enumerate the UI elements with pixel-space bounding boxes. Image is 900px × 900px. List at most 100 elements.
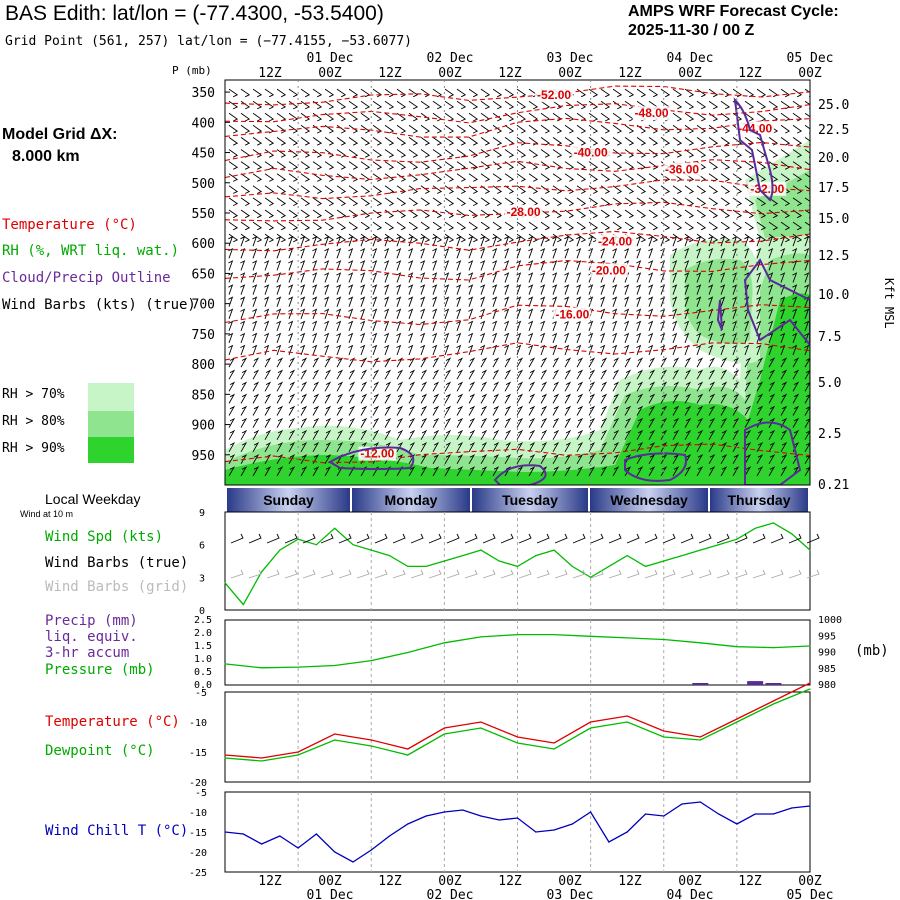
windchill-line-point <box>663 815 665 817</box>
wind-barb <box>696 357 704 368</box>
wind-barb <box>708 149 719 158</box>
bottom-hour-label: 12Z <box>378 874 402 889</box>
wind-barb <box>276 124 287 134</box>
wind-barb <box>684 124 695 134</box>
wind-barb <box>360 308 366 319</box>
wind-barb <box>396 173 407 182</box>
wind-barb <box>516 344 522 356</box>
wind-barb <box>252 137 263 146</box>
wind-barb <box>708 197 719 207</box>
wind-barb <box>576 454 584 465</box>
wind-barb <box>372 393 380 404</box>
wind-barb <box>444 149 455 158</box>
wind-barb <box>552 247 558 259</box>
wind-barb <box>228 221 239 231</box>
wind-barb <box>636 393 644 404</box>
wind-barb <box>444 235 450 247</box>
wind-barb <box>384 332 390 344</box>
wind-barb <box>744 88 755 98</box>
wind-barb <box>252 209 263 219</box>
wind-barb <box>384 197 395 207</box>
wind-barb <box>504 429 512 440</box>
wind-barb <box>264 466 272 477</box>
wind-barb <box>264 429 272 440</box>
wind-barb <box>480 429 488 440</box>
wind-barb <box>432 88 443 98</box>
sfc-wind-subtitle: Wind at 10 m <box>20 509 74 519</box>
wind-barb <box>756 88 767 98</box>
wind-barb <box>480 235 486 247</box>
wind-barb <box>624 381 632 392</box>
height-tick-label: 25.0 <box>818 98 849 113</box>
windchill-line-point <box>315 833 318 835</box>
wind-barb <box>360 209 371 219</box>
wind-barb <box>252 405 260 416</box>
wind-barb <box>540 124 551 134</box>
wind-barb <box>720 161 731 170</box>
pressure-line-point <box>443 642 445 644</box>
legend-cloud: Cloud/Precip Outline <box>2 270 171 286</box>
wind-barb <box>360 393 368 404</box>
wind-barb <box>348 247 354 259</box>
temperature-line-point <box>553 742 555 744</box>
pressure-right-tick: 980 <box>818 680 836 691</box>
wind-barb <box>240 197 251 207</box>
wind-barb <box>600 284 606 295</box>
wind-speed-line-point <box>224 582 226 584</box>
pressure-axis-title: P (mb) <box>172 64 212 77</box>
wind-barb <box>744 332 750 344</box>
wind-barb <box>708 260 714 271</box>
dewpoint-line-point <box>663 736 665 738</box>
wind-barb <box>468 393 476 404</box>
wind-barb <box>660 284 666 295</box>
wind-barb <box>228 272 234 283</box>
wind-barb <box>780 272 786 283</box>
wind-barb <box>300 454 308 465</box>
wind-speed-line-point <box>535 554 537 557</box>
wind-barb <box>684 149 695 158</box>
wind-barb <box>288 320 294 332</box>
wind-barb <box>372 320 378 332</box>
wind-barb <box>432 296 438 307</box>
pressure-line-point <box>626 637 628 639</box>
wind-barb <box>684 466 692 477</box>
wind-barb <box>312 137 323 146</box>
sfc-barb-true <box>500 533 514 544</box>
wind-barb <box>420 124 431 134</box>
sfc-barb-grid <box>734 569 748 579</box>
wind-barb <box>396 88 407 98</box>
wind-barb <box>348 100 359 110</box>
wind-barb <box>372 272 378 283</box>
wind-barb <box>252 100 263 110</box>
wind-barb <box>480 88 491 98</box>
wind-barb <box>312 369 320 380</box>
wind-barb <box>768 381 776 392</box>
wind-barb <box>612 161 623 170</box>
wind-barb <box>636 88 647 98</box>
wind-barb <box>408 272 414 283</box>
wind-barb <box>312 260 318 271</box>
temperature-contour-label: -36.00 <box>665 162 699 176</box>
wind-barb <box>780 112 791 122</box>
wind-barb <box>264 197 275 207</box>
wind-barb <box>540 357 548 368</box>
wind-barb <box>480 221 491 231</box>
wind-barb <box>480 233 491 243</box>
wind-barb <box>420 466 428 477</box>
windchill-line-point <box>553 829 555 831</box>
temperature-contour-line <box>225 103 810 124</box>
label-precip-accum: 3-hr accum <box>45 645 130 661</box>
wind-barb <box>492 209 503 219</box>
wind-barb <box>612 466 620 477</box>
wind-barb <box>456 88 467 98</box>
precip-tick: 0.0 <box>194 680 212 691</box>
wind-barb <box>792 344 798 356</box>
wind-barb <box>780 393 788 404</box>
wind-barb <box>408 405 416 416</box>
wind-barb <box>444 466 452 477</box>
wind-barb <box>660 260 666 271</box>
windchill-line-point <box>224 831 226 833</box>
wind-barb <box>360 296 366 307</box>
wind-barb <box>756 173 767 182</box>
wind-barb <box>408 308 414 319</box>
